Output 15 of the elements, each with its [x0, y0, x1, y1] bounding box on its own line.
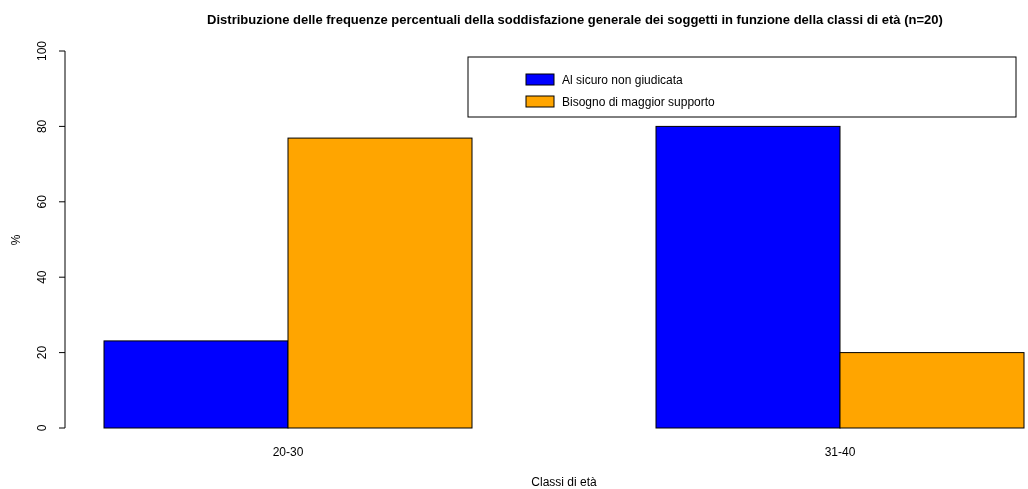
x-axis-title: Classi di età — [531, 475, 597, 489]
legend-label: Al sicuro non giudicata — [562, 73, 684, 87]
x-tick-label: 31-40 — [824, 445, 856, 459]
y-tick-label: 100 — [35, 40, 49, 62]
y-tick-label: 80 — [35, 119, 49, 134]
y-tick-label: 20 — [35, 345, 49, 360]
legend-item: Bisogno di maggior supporto — [525, 95, 715, 109]
y-tick-label: 40 — [35, 270, 49, 284]
x-tick-label: 20-30 — [272, 445, 304, 459]
chart-title: Distribuzione delle frequenze percentuali della soddisfazione generale dei soggetti in funzione della classi di età (n=20) — [207, 12, 943, 27]
y-axis-title: % — [9, 234, 23, 246]
y-tick-label: 0 — [35, 424, 49, 432]
legend-item: Al sicuro non giudicata — [525, 73, 683, 87]
legend-label: Bisogno di maggior supporto — [562, 95, 716, 109]
y-tick-label: 60 — [35, 194, 49, 209]
